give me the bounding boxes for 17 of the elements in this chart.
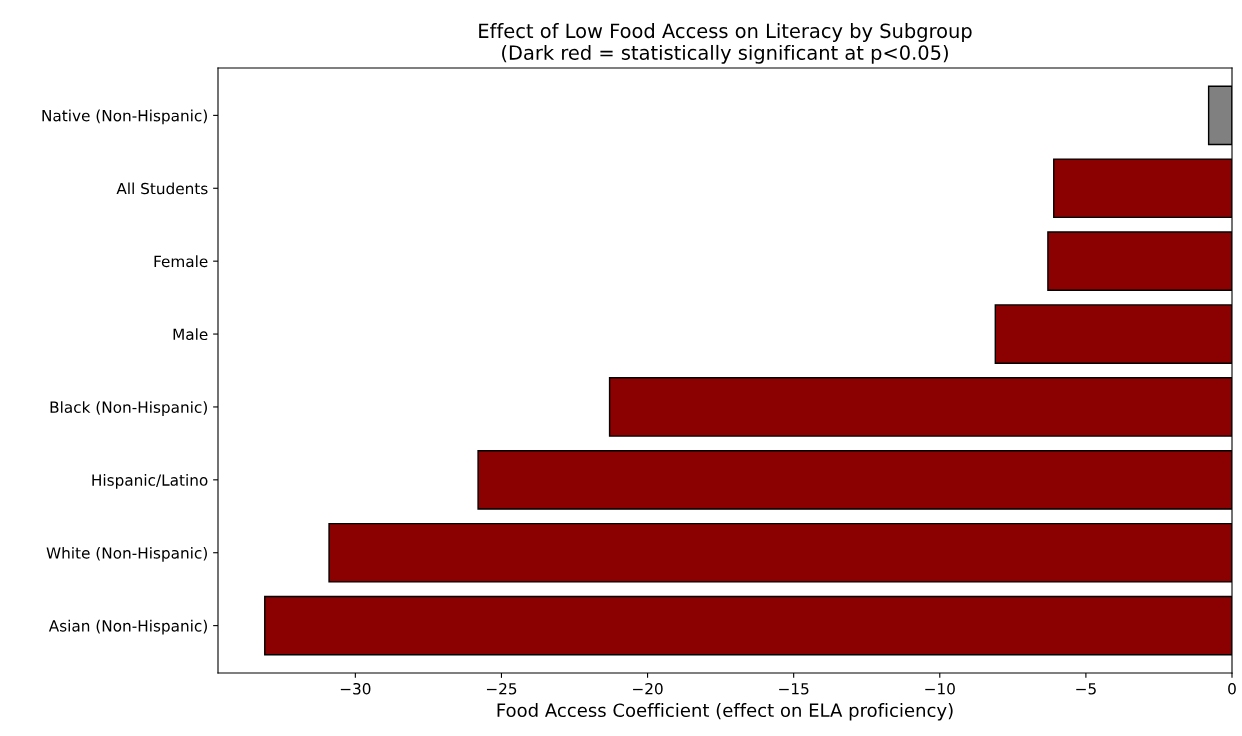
chart-title: Effect of Low Food Access on Literacy by Subgroup (Dark red = statistically significant at p<0.05) [479,23,972,64]
y-tick-label: All Students [116,182,208,195]
x-tick-label: 0 [1228,682,1236,695]
y-tick-label: Black (Non-Hispanic) [50,401,207,416]
y-tick-label: Asian (Non-Hispanic) [48,619,207,635]
y-tick-label: Native (Non-Hispanic) [42,109,207,125]
x-tick-label: −25 [486,682,517,695]
x-axis-title: Food Access Coefficient (effect on ELA proficiency) [497,703,953,721]
y-tick-label: Female [154,255,208,268]
x-tick-label: −10 [925,682,955,695]
x-tick-label: −15 [779,683,809,695]
x-tick-label: −30 [340,682,371,695]
y-tick-label: Hispanic/Latino [92,474,208,489]
x-tick-label: −5 [1076,683,1096,695]
x-tick-label: −20 [633,682,663,695]
y-tick-label: Male [173,328,208,341]
y-tick-label: White (Non-Hispanic) [46,546,207,562]
